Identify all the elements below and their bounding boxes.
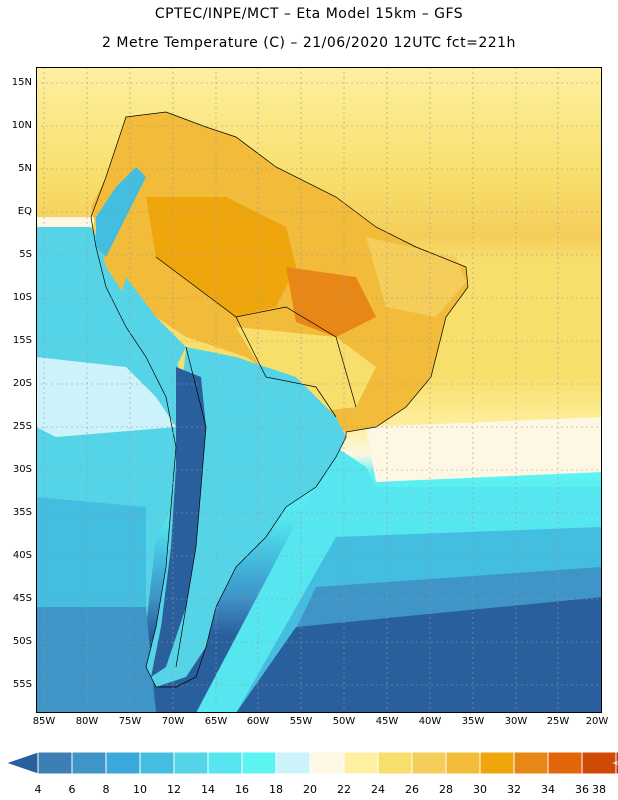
lat-label: 55S (12, 679, 32, 690)
lat-label: 10S (12, 292, 32, 303)
lat-label: 40S (12, 550, 32, 561)
lon-label: 50W (332, 716, 356, 727)
colorbar-arrow-low (4, 751, 39, 775)
colorbar-label: 28 (439, 783, 453, 796)
colorbar-cell (547, 751, 583, 775)
lat-label: 35S (12, 507, 32, 518)
colorbar-label: 18 (269, 783, 283, 796)
colorbar-cell (173, 751, 209, 775)
andes-cold-strip (151, 367, 206, 677)
continent-coastline (90, 111, 469, 688)
colorbar-cell (37, 751, 73, 775)
colorbar-cell (105, 751, 141, 775)
colorbar-label: 32 (507, 783, 521, 796)
lon-label: 60W (246, 716, 270, 727)
lat-label: 15N (11, 77, 32, 88)
colorbar-cell (445, 751, 481, 775)
chart-title-line2: 2 Metre Temperature (C) – 21/06/2020 12U… (102, 35, 516, 51)
lon-label: 45W (375, 716, 399, 727)
colorbar-cell (411, 751, 447, 775)
lon-label: 20W (585, 716, 609, 727)
lat-label: 15S (12, 335, 32, 346)
colorbar-label: 8 (102, 783, 110, 796)
lon-label: 70W (161, 716, 185, 727)
central-mild-land (236, 327, 376, 412)
colorbar-cell (513, 751, 549, 775)
colorbar-label: 34 (541, 783, 555, 796)
lon-label: 25W (546, 716, 570, 727)
colorbar-label: 22 (337, 783, 351, 796)
colorbar-label: 6 (68, 783, 76, 796)
colorbar-cell (207, 751, 243, 775)
border-brazil-bolivia (235, 306, 357, 408)
lon-label: 85W (32, 716, 56, 727)
colorbar-label: 14 (201, 783, 215, 796)
colorbar-label: 30 (473, 783, 487, 796)
border-paraguay (265, 376, 337, 418)
colorbar-label: 24 (371, 783, 385, 796)
colorbar-label: 4 (34, 783, 42, 796)
colorbar-cell (71, 751, 107, 775)
colorbar-label: 38 (592, 783, 606, 796)
colorbar-label: 26 (405, 783, 419, 796)
lat-label: 30S (12, 464, 32, 475)
pacific-cold-band (36, 497, 146, 627)
lat-label: 50S (12, 636, 32, 647)
lat-label: 25S (12, 421, 32, 432)
colorbar-arrow-high (612, 761, 618, 765)
lon-label: 75W (118, 716, 142, 727)
pacific-pale-band (36, 357, 176, 437)
lat-label: 45S (12, 593, 32, 604)
colorbar-cell (581, 751, 617, 775)
lon-label: 80W (75, 716, 99, 727)
colorbar-cell (139, 751, 175, 775)
lon-label: 30W (504, 716, 528, 727)
temperature-map (36, 67, 602, 713)
lon-label: 40W (418, 716, 442, 727)
colorbar-cell (275, 751, 311, 775)
colorbar-cell (479, 751, 515, 775)
colorbar-cell (377, 751, 413, 775)
lat-label: 10N (11, 120, 32, 131)
colorbar-label: 10 (133, 783, 147, 796)
lat-label: EQ (17, 206, 32, 217)
temperature-colorbar (4, 751, 618, 775)
map-frame (36, 67, 602, 713)
colorbar-label: 36 (575, 783, 589, 796)
central-andes-cool (121, 277, 186, 367)
atlantic-pale-band (366, 417, 602, 482)
colorbar-cell (241, 751, 277, 775)
colorbar-label: 16 (235, 783, 249, 796)
lat-label: 5N (18, 163, 32, 174)
lat-label: 20S (12, 378, 32, 389)
brazil-hot-core (286, 267, 376, 337)
chart-title-line1: CPTEC/INPE/MCT – Eta Model 15km – GFS (154, 6, 464, 22)
lon-label: 65W (204, 716, 228, 727)
colorbar-cell (309, 751, 345, 775)
colorbar-cell (343, 751, 379, 775)
graticule (36, 67, 602, 713)
lat-label: 5S (19, 249, 32, 260)
pacific-colder-band (36, 607, 156, 713)
colorbar-label: 12 (167, 783, 181, 796)
lon-label: 55W (289, 716, 313, 727)
lon-label: 35W (461, 716, 485, 727)
amazon-hot-core (146, 197, 296, 317)
border-argentina-chile (175, 346, 207, 668)
atlantic-coldest-band (236, 597, 602, 713)
colorbar-label: 20 (303, 783, 317, 796)
